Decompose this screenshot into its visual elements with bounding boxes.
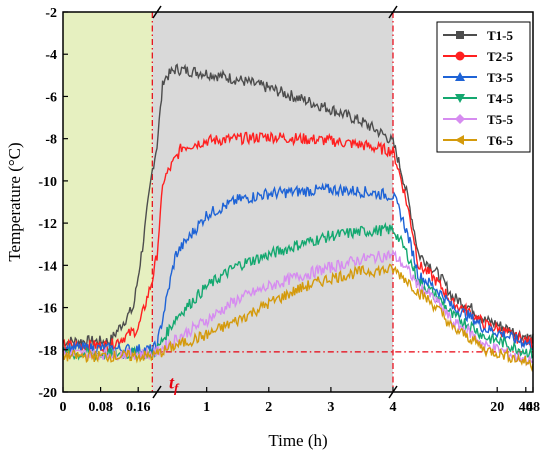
x-tick-label: 3 — [327, 400, 334, 415]
x-tick-label: 0 — [60, 400, 67, 415]
legend-marker-T4-5 — [455, 94, 465, 103]
x-axis-title: Time (h) — [268, 431, 327, 450]
legend-label-T6-5: T6-5 — [487, 133, 514, 148]
series-layer — [62, 63, 534, 373]
x-tick-label: 4 — [390, 400, 397, 415]
x-tick-label: 0.16 — [126, 400, 151, 415]
y-tick-label: -4 — [45, 48, 57, 63]
tf-annotation: tf — [169, 373, 180, 396]
x-tick-label: 20 — [490, 400, 504, 415]
axis-break-mark — [388, 385, 398, 399]
x-tick-label: 48 — [526, 400, 540, 415]
x-tick-label: 2 — [265, 400, 272, 415]
y-tick-label: -8 — [45, 133, 57, 148]
legend-label-T3-5: T3-5 — [487, 70, 514, 85]
legend-marker-T1-5 — [456, 31, 464, 39]
annotation-label: tf — [169, 373, 180, 396]
legend-marker-T3-5 — [455, 72, 465, 81]
axis-break-mark — [152, 385, 162, 399]
y-tick-label: -10 — [38, 175, 57, 190]
legend: T1-5 T2-5 T3-5 T4-5 T5-5 T6-5 — [436, 21, 531, 153]
y-tick-label: -6 — [45, 90, 57, 105]
legend-marker-T6-5 — [455, 135, 464, 145]
y-axis-title: Temperature (°C) — [5, 142, 24, 261]
y-tick-label: -2 — [45, 6, 57, 21]
plot-frame — [62, 11, 534, 393]
legend-label-T1-5: T1-5 — [487, 28, 514, 43]
legend-marker-T2-5 — [455, 51, 465, 61]
shaded-region-1 — [152, 12, 393, 392]
shaded-region-0 — [63, 12, 153, 392]
legend-label-T2-5: T2-5 — [487, 49, 514, 64]
axis-break-mark — [388, 5, 398, 19]
series-T1-5 — [62, 63, 534, 349]
y-tick-label: -12 — [38, 217, 57, 232]
x-tick-label: 0.08 — [88, 400, 113, 415]
series-T3-5 — [62, 182, 534, 358]
y-tick-label: -16 — [38, 302, 57, 317]
axis-break-mark — [152, 5, 162, 19]
y-tick-label: -14 — [38, 259, 57, 274]
series-line-T3-5 — [62, 182, 534, 358]
y-tick-label: -20 — [38, 386, 57, 401]
series-T6-5 — [62, 263, 534, 373]
x-tick-label: 40 — [519, 400, 533, 415]
legend-label-T5-5: T5-5 — [487, 112, 514, 127]
legend-label-T4-5: T4-5 — [487, 91, 514, 106]
y-tick-label: -18 — [38, 344, 57, 359]
series-line-T6-5 — [62, 263, 534, 373]
legend-box — [436, 21, 531, 153]
legend-marker-T5-5 — [455, 114, 465, 124]
series-line-T1-5 — [62, 63, 534, 349]
reference-lines — [151, 12, 533, 392]
x-tick-label: 1 — [203, 400, 210, 415]
axes: -20-18-16-14-12-10-8-6-4-20 0.08 0.16 1 2 3 4 2… — [38, 5, 540, 415]
